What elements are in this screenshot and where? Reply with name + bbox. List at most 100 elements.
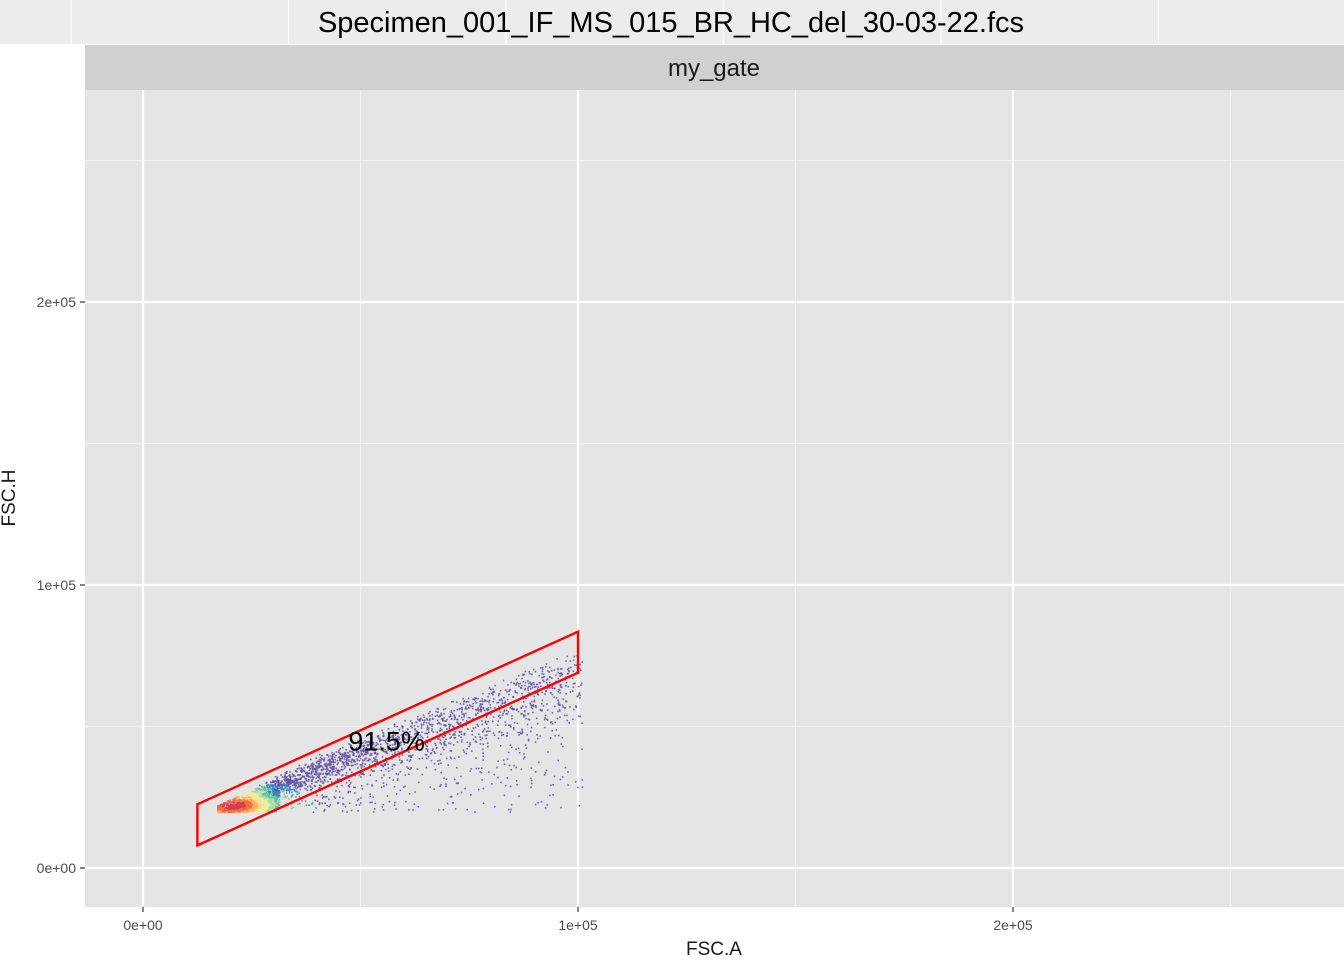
event-point-core bbox=[266, 805, 269, 808]
event-point bbox=[384, 739, 386, 742]
event-point bbox=[244, 797, 246, 800]
event-point bbox=[228, 804, 230, 807]
event-point-core bbox=[251, 802, 254, 805]
event-point bbox=[530, 704, 532, 706]
event-point bbox=[520, 687, 522, 689]
event-point-core bbox=[263, 810, 266, 812]
event-points bbox=[217, 655, 584, 814]
event-point bbox=[545, 769, 548, 772]
event-point bbox=[512, 727, 515, 729]
event-point bbox=[528, 692, 530, 694]
event-point-core bbox=[248, 811, 251, 813]
event-point bbox=[327, 772, 329, 775]
event-point bbox=[460, 711, 463, 713]
event-point bbox=[358, 774, 361, 777]
event-point bbox=[420, 723, 423, 726]
event-point bbox=[314, 781, 317, 783]
event-point bbox=[523, 673, 526, 676]
event-point bbox=[288, 775, 291, 778]
event-point bbox=[323, 757, 326, 759]
event-point bbox=[318, 753, 321, 756]
event-point bbox=[475, 767, 478, 770]
event-point bbox=[461, 708, 463, 710]
event-point bbox=[314, 768, 316, 770]
event-point bbox=[497, 720, 499, 722]
event-point bbox=[506, 698, 509, 701]
event-point bbox=[379, 748, 381, 750]
event-point-core bbox=[257, 808, 260, 811]
event-point-core bbox=[272, 793, 275, 795]
event-point bbox=[536, 683, 538, 686]
event-point bbox=[295, 787, 297, 790]
event-point bbox=[232, 798, 234, 801]
event-point bbox=[396, 743, 399, 745]
event-point bbox=[343, 758, 346, 760]
event-point bbox=[541, 691, 544, 694]
event-point bbox=[525, 717, 527, 720]
event-point-core bbox=[229, 808, 232, 810]
event-point bbox=[581, 779, 584, 781]
event-point bbox=[524, 681, 527, 684]
event-point bbox=[481, 700, 484, 703]
event-point bbox=[415, 742, 418, 744]
event-point bbox=[549, 721, 552, 724]
event-point bbox=[350, 809, 353, 812]
event-point bbox=[474, 698, 476, 700]
event-point bbox=[360, 753, 363, 756]
event-point bbox=[296, 791, 299, 793]
event-point bbox=[335, 754, 337, 757]
event-point bbox=[394, 801, 396, 804]
event-point bbox=[462, 749, 465, 751]
event-point-core bbox=[228, 807, 231, 809]
event-point bbox=[386, 737, 389, 739]
event-point bbox=[356, 758, 358, 760]
event-point-core bbox=[248, 810, 251, 812]
event-point bbox=[524, 688, 526, 690]
event-point-core bbox=[261, 805, 264, 808]
event-point bbox=[277, 783, 279, 786]
event-point bbox=[341, 769, 344, 771]
event-point bbox=[289, 783, 291, 785]
event-point bbox=[524, 744, 527, 746]
event-point bbox=[358, 740, 360, 743]
event-point bbox=[503, 696, 505, 699]
event-point bbox=[246, 798, 249, 800]
event-point bbox=[243, 796, 246, 799]
event-point bbox=[525, 706, 527, 708]
event-point bbox=[545, 690, 547, 692]
event-point-core bbox=[270, 800, 273, 802]
event-point-core bbox=[275, 802, 278, 805]
event-point bbox=[373, 760, 375, 762]
event-point bbox=[317, 765, 320, 767]
event-point bbox=[497, 694, 500, 697]
event-point bbox=[425, 721, 428, 724]
event-point bbox=[369, 754, 371, 757]
event-point bbox=[287, 779, 290, 781]
event-point-core bbox=[224, 808, 226, 811]
event-point bbox=[438, 716, 440, 718]
event-point bbox=[315, 792, 317, 794]
event-point bbox=[576, 695, 578, 698]
event-point bbox=[518, 795, 520, 797]
event-point bbox=[504, 700, 507, 703]
event-point bbox=[538, 681, 540, 684]
event-point bbox=[429, 753, 432, 755]
event-point bbox=[335, 774, 338, 776]
event-point bbox=[541, 666, 544, 669]
event-point bbox=[364, 763, 366, 765]
event-point-core bbox=[277, 801, 280, 804]
event-point bbox=[446, 718, 448, 721]
event-point bbox=[435, 710, 437, 713]
event-point bbox=[569, 706, 571, 708]
event-point bbox=[317, 760, 319, 763]
event-point-core bbox=[258, 806, 260, 808]
event-point bbox=[254, 788, 257, 791]
event-point bbox=[484, 720, 487, 723]
event-point bbox=[527, 718, 530, 721]
event-point bbox=[436, 722, 439, 725]
event-point bbox=[280, 801, 282, 804]
event-point bbox=[299, 783, 302, 786]
event-point bbox=[281, 786, 284, 789]
event-point bbox=[368, 740, 370, 743]
event-point bbox=[424, 743, 427, 746]
